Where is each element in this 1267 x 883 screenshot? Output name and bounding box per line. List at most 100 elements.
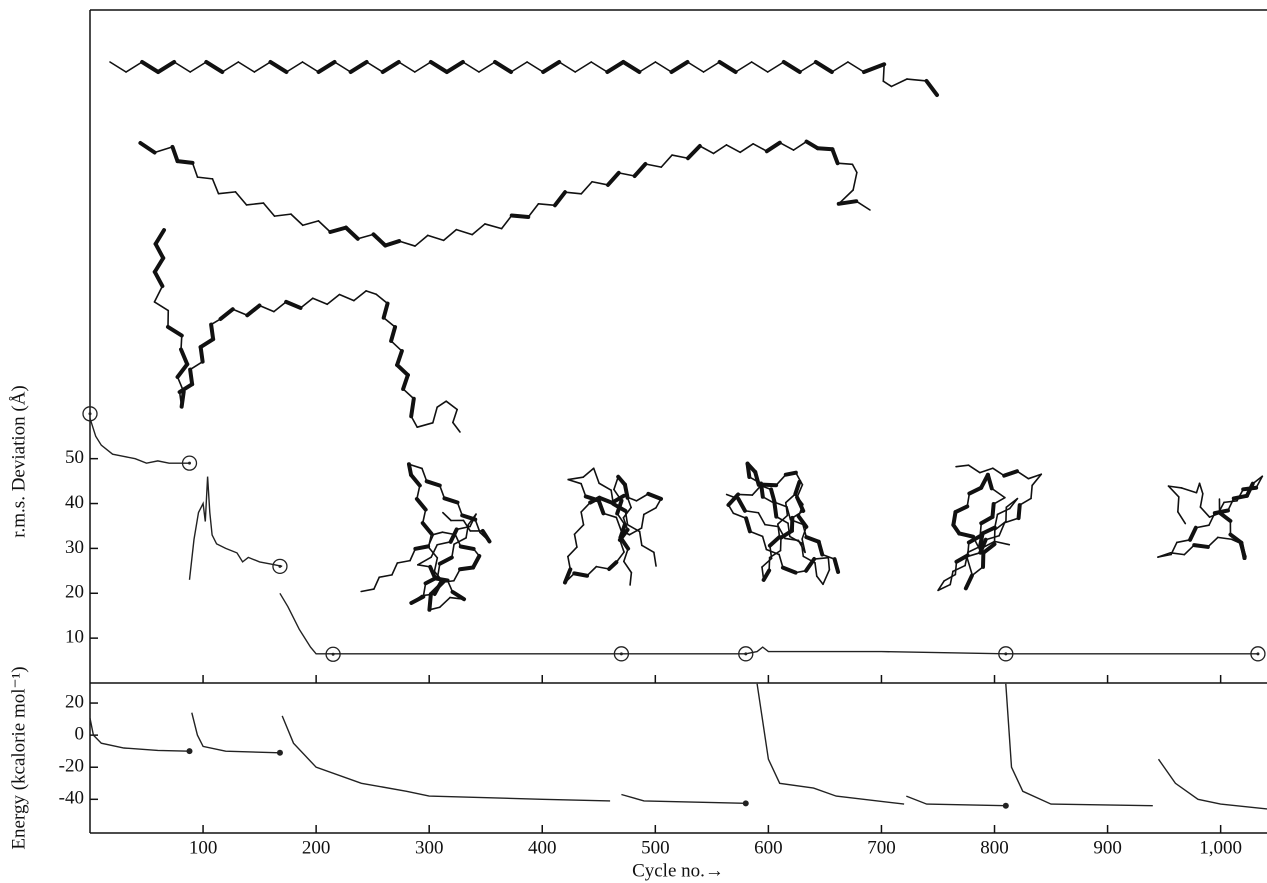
backbone-bond	[190, 370, 192, 385]
backbone-bond	[995, 541, 1010, 544]
backbone-bond	[619, 173, 635, 176]
backbone-bond	[301, 298, 313, 308]
backbone-bond	[568, 547, 577, 556]
backbone-bond	[327, 295, 339, 305]
backbone-bond	[555, 192, 565, 205]
marker-center	[89, 412, 92, 415]
backbone-bond	[291, 214, 303, 225]
backbone-bond	[221, 309, 233, 319]
backbone-bond	[485, 224, 502, 229]
backbone-bond	[565, 192, 581, 194]
backbone-bond	[944, 575, 955, 581]
backbone-bond	[745, 511, 758, 513]
x-tick-label: 100	[189, 837, 218, 858]
x-tick-label: 300	[415, 837, 444, 858]
data-line	[90, 418, 190, 463]
backbone-bond	[1184, 545, 1194, 555]
x-tick-label: 200	[302, 837, 331, 858]
backbone-bond	[623, 62, 639, 72]
backbone-bond	[926, 81, 937, 95]
backbone-bond	[727, 145, 741, 152]
backbone-bond	[433, 532, 442, 534]
backbone-bond	[190, 62, 206, 72]
backbone-bond	[594, 468, 599, 483]
backbone-bond	[980, 468, 993, 472]
y-tick-label: 0	[75, 723, 85, 744]
backbone-bond	[409, 464, 411, 475]
backbone-bond	[713, 145, 726, 154]
backbone-bond	[853, 173, 857, 190]
backbone-bond	[750, 531, 763, 536]
backbone-bond	[397, 561, 410, 563]
backbone-bond	[399, 241, 415, 246]
backbone-bond	[1171, 553, 1185, 555]
backbone-bond	[174, 62, 190, 72]
backbone-bond	[575, 534, 577, 547]
backbone-bond	[158, 62, 174, 72]
data-line	[757, 684, 904, 804]
backbone-bond	[776, 475, 786, 485]
backbone-bond	[354, 291, 366, 301]
backbone-bond	[981, 517, 992, 523]
backbone-bond	[351, 62, 367, 72]
backbone-bond	[1200, 507, 1209, 517]
backbone-bond	[434, 558, 437, 571]
backbone-bond	[1019, 505, 1020, 518]
backbone-bond	[374, 577, 379, 589]
backbone-bond	[1190, 528, 1196, 540]
backbone-bond	[1177, 540, 1190, 543]
backbone-bond	[1208, 537, 1218, 547]
backbone-bond	[748, 464, 750, 477]
backbone-bond	[661, 155, 672, 167]
backbone-bond	[201, 347, 203, 362]
backbone-bond	[495, 62, 511, 72]
backbone-bond	[460, 568, 473, 570]
backbone-bond	[967, 557, 972, 574]
backbone-bond	[736, 62, 752, 72]
backbone-bond	[1215, 510, 1228, 513]
backbone-bond	[599, 501, 604, 514]
x-tick-label: 1,000	[1199, 837, 1242, 858]
y-tick-label: -40	[59, 788, 84, 809]
backbone-bond	[839, 201, 857, 204]
backbone-bond	[451, 529, 457, 541]
backbone-bond	[746, 518, 750, 531]
backbone-bond	[603, 513, 616, 517]
backbone-bond	[1020, 498, 1031, 505]
backbone-bond	[440, 485, 445, 498]
backbone-bond	[559, 62, 575, 72]
backbone-bond	[587, 567, 596, 576]
backbone-bond	[1196, 483, 1199, 492]
backbone-bond	[1031, 485, 1032, 498]
y-tick-label: 30	[65, 537, 84, 558]
backbone-bond	[417, 499, 426, 510]
backbone-bond	[361, 589, 374, 591]
backbone-bond	[303, 62, 319, 72]
backbone-bond	[852, 164, 856, 172]
marker-center	[332, 653, 335, 656]
backbone-bond	[423, 510, 426, 523]
backbone-bond	[247, 306, 259, 316]
backbone-bond	[1178, 512, 1185, 524]
backbone-bond	[575, 525, 584, 534]
backbone-bond	[720, 62, 736, 72]
backbone-bond	[738, 494, 752, 495]
marker-center	[620, 652, 623, 655]
backbone-bond	[995, 514, 998, 527]
backbone-bond	[427, 481, 440, 485]
marker-dot	[1003, 803, 1009, 809]
backbone-bond	[376, 294, 387, 303]
backbone-bond	[814, 558, 828, 559]
backbone-bond	[346, 228, 358, 239]
backbone-bond	[502, 216, 512, 229]
marker-dot	[277, 750, 283, 756]
backbone-bond	[429, 594, 430, 610]
x-axis-label: Cycle no.→	[632, 860, 724, 881]
backbone-bond	[1200, 483, 1203, 493]
backbone-bond	[688, 146, 700, 158]
backbone-bond	[640, 532, 642, 546]
backbone-bond	[1228, 498, 1234, 510]
backbone-bond	[415, 62, 431, 72]
backbone-bond	[654, 552, 656, 566]
backbone-bond	[238, 62, 254, 72]
